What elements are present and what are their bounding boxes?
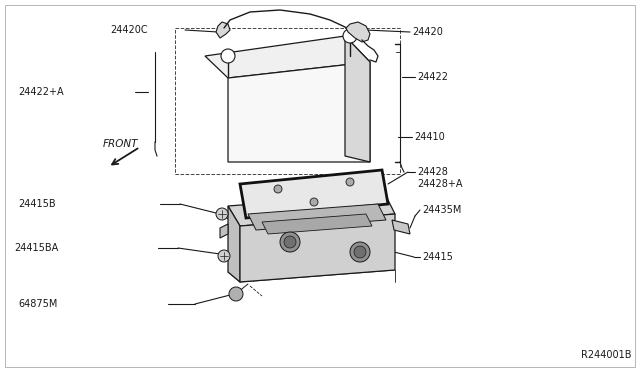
Text: FRONT: FRONT <box>102 139 138 149</box>
Text: 24415B: 24415B <box>18 199 56 209</box>
Text: 24422: 24422 <box>417 72 448 82</box>
Circle shape <box>284 236 296 248</box>
Circle shape <box>216 208 228 220</box>
Text: 24428+A: 24428+A <box>417 179 463 189</box>
Polygon shape <box>220 224 228 238</box>
Circle shape <box>346 178 354 186</box>
Text: 24415: 24415 <box>422 252 453 262</box>
Polygon shape <box>392 220 410 234</box>
Circle shape <box>310 198 318 206</box>
Text: 24415BA: 24415BA <box>14 243 58 253</box>
Circle shape <box>280 232 300 252</box>
Text: 24422+A: 24422+A <box>18 87 63 97</box>
Circle shape <box>274 185 282 193</box>
Circle shape <box>221 49 235 63</box>
Circle shape <box>350 242 370 262</box>
Polygon shape <box>262 214 372 234</box>
Circle shape <box>218 250 230 262</box>
Polygon shape <box>240 214 395 282</box>
Polygon shape <box>205 36 370 78</box>
Polygon shape <box>216 22 230 38</box>
Text: 24435M: 24435M <box>422 205 461 215</box>
Text: 24410: 24410 <box>414 132 445 142</box>
Text: 24420: 24420 <box>412 27 443 37</box>
Polygon shape <box>228 62 370 162</box>
Text: R244001B: R244001B <box>582 350 632 360</box>
Circle shape <box>354 246 366 258</box>
Polygon shape <box>345 36 370 162</box>
Polygon shape <box>240 170 388 218</box>
Polygon shape <box>248 204 386 230</box>
Text: 64875M: 64875M <box>18 299 58 309</box>
Text: 24420C: 24420C <box>110 25 148 35</box>
Circle shape <box>229 287 243 301</box>
Polygon shape <box>346 22 370 42</box>
Circle shape <box>343 29 357 43</box>
Text: 24428: 24428 <box>417 167 448 177</box>
Polygon shape <box>228 194 395 226</box>
Polygon shape <box>228 206 240 282</box>
